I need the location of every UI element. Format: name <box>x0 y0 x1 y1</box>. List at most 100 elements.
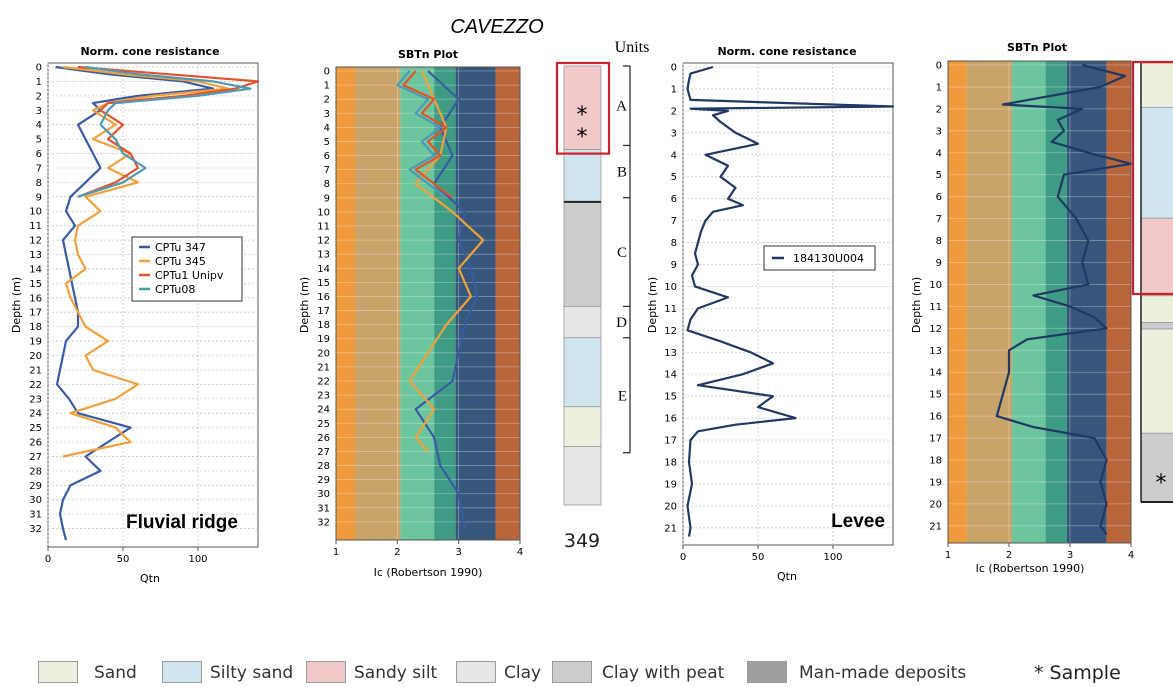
series-line <box>77 65 252 198</box>
y-tick-label: 2 <box>36 91 42 102</box>
y-tick-label: 20 <box>29 351 42 362</box>
y-tick-label: 30 <box>317 489 330 500</box>
series-line <box>686 65 895 537</box>
y-tick-label: 8 <box>936 236 942 247</box>
tick-labels: 0123456789101112131415161718192021222324… <box>317 67 523 559</box>
legend-swatch <box>456 661 496 683</box>
data-series <box>396 70 485 530</box>
sample-marker: * <box>577 125 588 150</box>
series-line <box>77 65 260 198</box>
unit-label: A <box>616 99 627 115</box>
sbt-zone <box>355 67 401 540</box>
unit-label: C <box>617 245 627 261</box>
y-tick-label: 23 <box>317 391 330 402</box>
panel-title: Norm. cone resistance <box>717 45 856 58</box>
y-axis-label: Depth (m) <box>646 277 659 333</box>
lithology-layer <box>563 337 602 408</box>
y-tick-label: 24 <box>29 409 42 420</box>
panel-sbtn-levee: SBTn Plot 012345678910111213141516171819… <box>910 41 1134 575</box>
series-line <box>408 70 485 453</box>
panel-sbtn-ridge: SBTn Plot 012345678910111213141516171819… <box>298 48 523 579</box>
y-tick-label: 4 <box>936 148 942 159</box>
x-tick-label: 100 <box>188 554 207 565</box>
y-tick-label: 4 <box>36 120 42 131</box>
legend-swatch <box>747 661 787 683</box>
y-tick-label: 25 <box>29 423 42 434</box>
sample-highlight <box>1131 60 1173 296</box>
y-tick-label: 20 <box>664 501 677 512</box>
legend-swatch <box>162 661 202 683</box>
y-tick-label: 10 <box>929 280 942 291</box>
unit-label: E <box>618 388 627 404</box>
y-tick-label: 15 <box>929 390 942 401</box>
y-tick-label: 19 <box>317 334 330 345</box>
y-tick-label: 14 <box>317 264 330 275</box>
tick-labels: 0123456789101112131415161718192021222324… <box>29 63 207 566</box>
y-tick-label: 12 <box>929 324 942 335</box>
y-tick-label: 7 <box>671 216 677 227</box>
legend-swatch <box>306 661 346 683</box>
lithology-layer <box>563 201 602 307</box>
y-tick-label: 22 <box>317 377 330 388</box>
y-tick-label: 3 <box>36 106 42 117</box>
legend-label: Clay with peat <box>602 663 725 683</box>
panel-title: Norm. cone resistance <box>80 45 219 58</box>
legend-label: Sandy silt <box>354 663 438 683</box>
x-tick-label: 3 <box>1067 550 1073 561</box>
y-tick-label: 16 <box>317 292 330 303</box>
y-tick-label: 6 <box>671 194 677 205</box>
y-tick-label: 20 <box>929 499 942 510</box>
y-tick-label: 21 <box>664 523 677 534</box>
sbt-zone <box>1066 61 1107 543</box>
y-tick-label: 17 <box>664 436 677 447</box>
y-tick-label: 26 <box>317 433 330 444</box>
y-tick-label: 11 <box>317 222 330 233</box>
legend-entry: 184130U004 <box>793 252 864 265</box>
lithology-layer <box>1140 106 1173 219</box>
data-series <box>55 65 260 541</box>
y-tick-label: 26 <box>29 438 42 449</box>
panel-annotation: Fluvial ridge <box>126 512 238 533</box>
x-axis-label: Ic (Robertson 1990) <box>976 562 1085 575</box>
y-tick-label: 32 <box>29 524 42 535</box>
sbt-zone <box>400 67 435 540</box>
sbt-zones <box>336 67 520 540</box>
y-tick-label: 13 <box>929 346 942 357</box>
y-axis-label: Depth (m) <box>10 277 23 333</box>
y-tick-label: 27 <box>29 452 42 463</box>
legend-entry: CPTu 345 <box>155 255 206 268</box>
y-tick-label: 10 <box>664 282 677 293</box>
sbt-zone <box>455 67 496 540</box>
y-tick-label: 14 <box>929 368 942 379</box>
y-tick-label: 29 <box>29 481 42 492</box>
y-tick-label: 10 <box>317 207 330 218</box>
y-tick-label: 16 <box>664 414 677 425</box>
y-tick-label: 23 <box>29 394 42 405</box>
y-tick-label: 28 <box>317 461 330 472</box>
y-tick-label: 14 <box>664 370 677 381</box>
y-tick-label: 12 <box>29 236 42 247</box>
y-tick-label: 1 <box>671 84 677 95</box>
y-tick-label: 21 <box>317 362 330 373</box>
legend-label: Sand <box>94 663 137 683</box>
y-tick-label: 6 <box>324 151 330 162</box>
x-axis-label: Ic (Robertson 1990) <box>374 566 483 579</box>
series-line <box>995 63 1133 536</box>
y-tick-label: 18 <box>29 322 42 333</box>
unit-label: B <box>617 165 627 181</box>
sbt-zone <box>495 67 520 540</box>
y-tick-label: 12 <box>317 236 330 247</box>
y-tick-label: 13 <box>29 250 42 261</box>
y-tick-label: 22 <box>29 380 42 391</box>
y-tick-label: 32 <box>317 517 330 528</box>
sample-highlight <box>555 61 611 155</box>
legend-label: Man-made deposits <box>799 663 967 683</box>
panel-qtn-levee: Norm. cone resistance 012345678910111213… <box>646 45 895 583</box>
x-tick-label: 0 <box>45 554 51 565</box>
lithology-layer <box>1140 62 1173 108</box>
y-tick-label: 2 <box>324 95 330 106</box>
plot-frame <box>682 62 894 546</box>
y-tick-label: 7 <box>36 163 42 174</box>
